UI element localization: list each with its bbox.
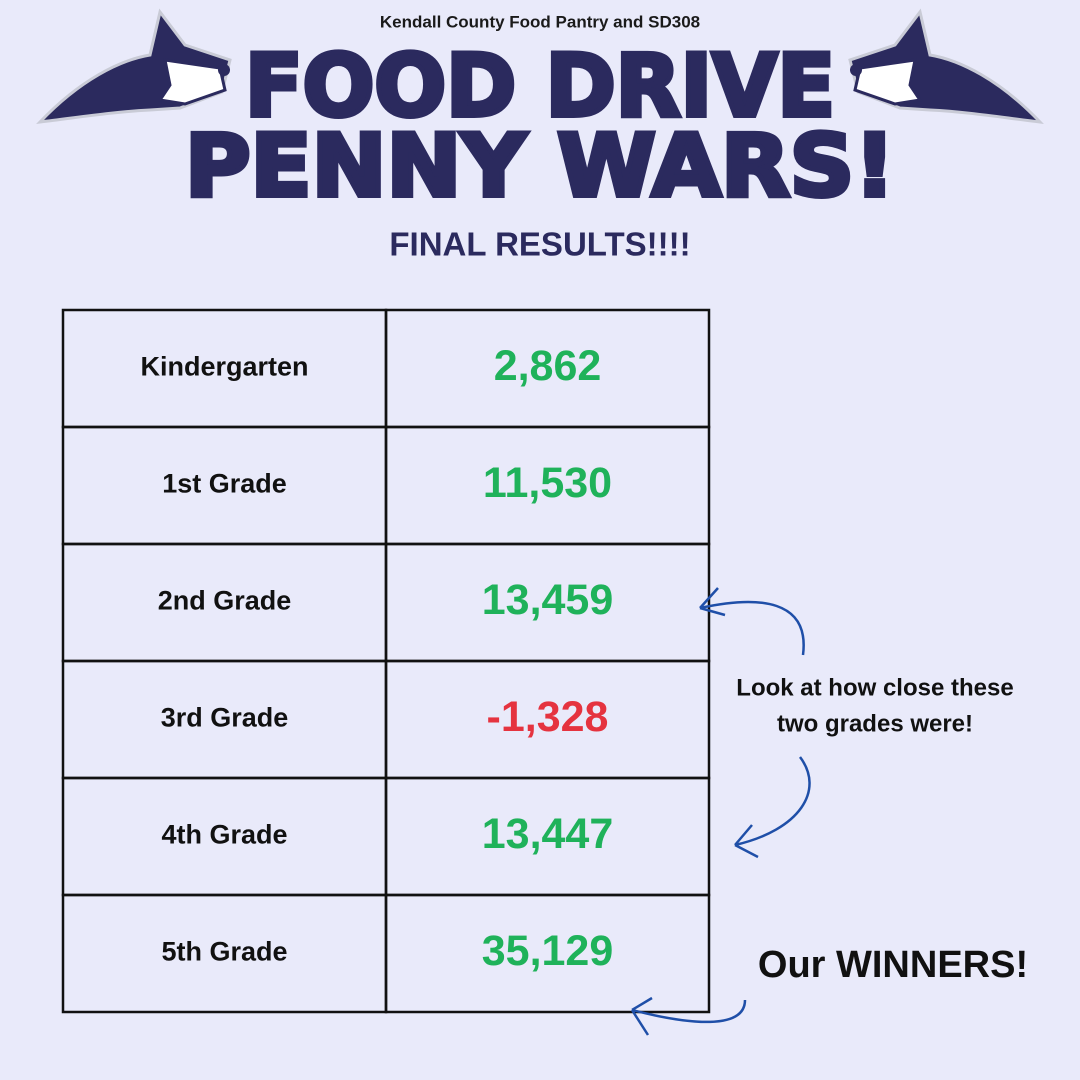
amount: -1,328 — [487, 693, 609, 741]
amount: 11,530 — [483, 459, 612, 507]
grade-label: 4th Grade — [161, 820, 287, 850]
results-heading: FINAL RESULTS!!!! — [389, 226, 690, 263]
amount: 35,129 — [482, 927, 614, 975]
grade-label: 5th Grade — [161, 937, 287, 967]
grade-label: 1st Grade — [162, 469, 287, 499]
amount: 13,447 — [482, 810, 614, 858]
annotation: Our WINNERS! — [758, 944, 1028, 986]
subtitle: Kendall County Food Pantry and SD308 — [380, 12, 700, 31]
annotation: Look at how close these — [736, 674, 1013, 701]
grade-label: 2nd Grade — [158, 586, 292, 616]
amount: 2,862 — [494, 342, 602, 390]
arrows — [630, 587, 811, 1036]
husky-right — [848, 8, 1044, 124]
amount: 13,459 — [482, 576, 614, 624]
table-cell — [384, 893, 711, 1014]
annotation: two grades were! — [777, 710, 973, 737]
title-line: FOOD DRIVE — [245, 36, 835, 136]
results-table: Kindergarten 2,862 1st Grade 11,530 2nd Grad… — [61, 308, 711, 1014]
grade-label: 3rd Grade — [161, 703, 289, 733]
title-line: PENNY WARS! — [185, 116, 895, 216]
grade-label: Kindergarten — [140, 352, 308, 382]
husky-left — [36, 8, 232, 124]
